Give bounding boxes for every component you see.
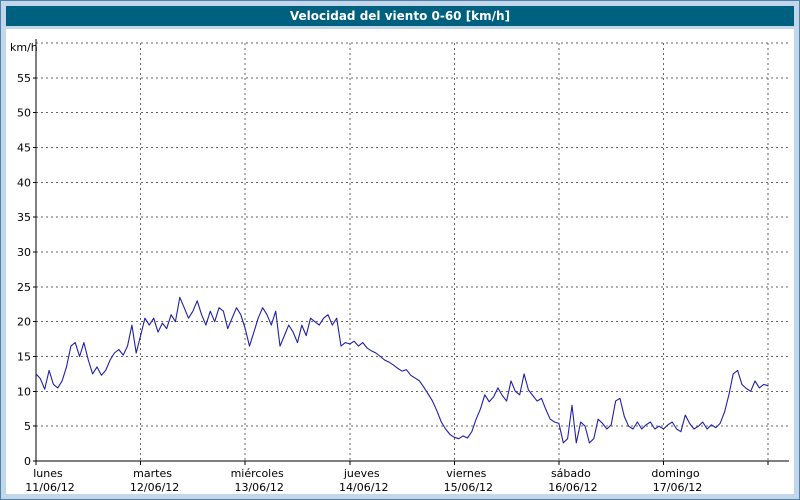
x-day-label: miércoles <box>231 467 284 480</box>
x-day-label: viernes <box>446 467 486 480</box>
y-tick-label: 20 <box>17 316 31 329</box>
y-tick-label: 15 <box>17 351 31 364</box>
y-axis-unit-label: km/h <box>10 41 38 54</box>
y-tick-label: 5 <box>24 420 31 433</box>
x-date-label: 14/06/12 <box>339 481 388 494</box>
y-tick-label: 30 <box>17 246 31 259</box>
y-tick-label: 45 <box>17 142 31 155</box>
wind-speed-line <box>35 296 769 444</box>
x-day-label: martes <box>133 467 172 480</box>
chart-title-bar: Velocidad del viento 0-60 [km/h] <box>6 6 794 26</box>
y-tick-label: 10 <box>17 385 31 398</box>
x-date-label: 15/06/12 <box>444 481 493 494</box>
x-date-label: 11/06/12 <box>25 481 74 494</box>
x-date-label: 17/06/12 <box>653 481 702 494</box>
chart-panel: 0 5 10 15 20 25 30 35 40 45 50 55 lunes 11/06/12 marte… <box>6 29 794 494</box>
x-date-label: 12/06/12 <box>130 481 179 494</box>
x-date-label: 16/06/12 <box>548 481 597 494</box>
x-day-label: jueves <box>343 467 380 480</box>
x-date-label: 13/06/12 <box>234 481 283 494</box>
y-tick-label: 25 <box>17 281 31 294</box>
y-tick-label: 35 <box>17 211 31 224</box>
y-tick-label: 50 <box>17 107 31 120</box>
y-tick-label: 40 <box>17 176 31 189</box>
y-tick-label: 55 <box>17 72 31 85</box>
chart-title: Velocidad del viento 0-60 [km/h] <box>289 9 511 23</box>
x-day-label: sábado <box>551 467 591 480</box>
y-tick-label: 0 <box>24 455 31 468</box>
x-day-label: domingo <box>651 467 699 480</box>
x-day-label: lunes <box>33 467 63 480</box>
